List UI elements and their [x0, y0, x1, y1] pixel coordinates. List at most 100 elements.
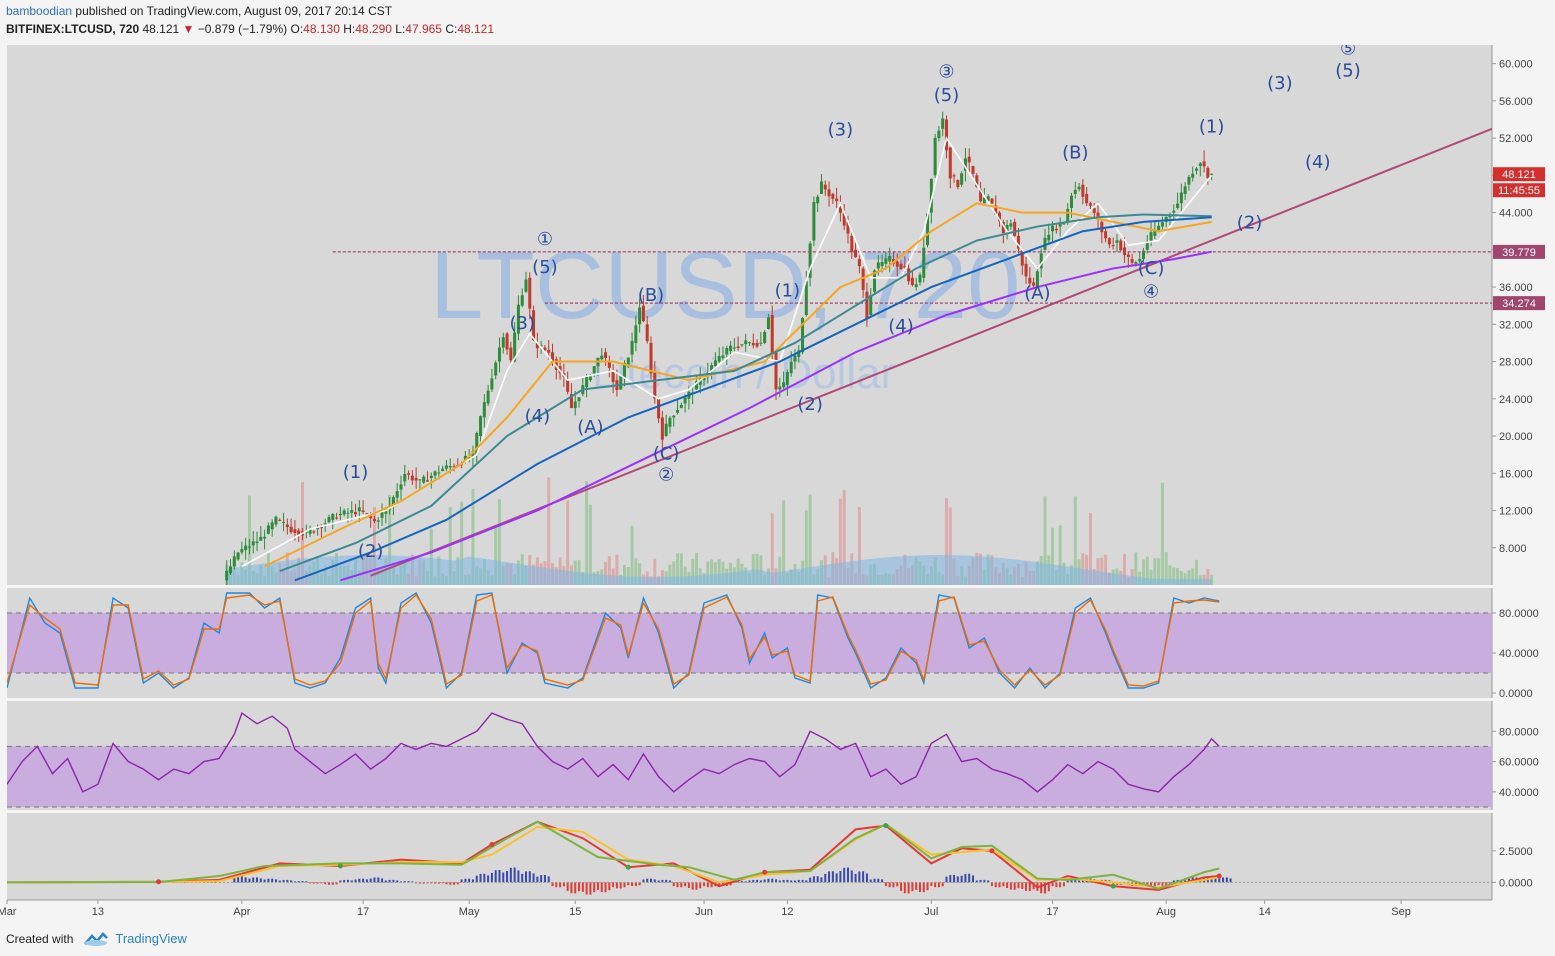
close-label: C:: [445, 22, 458, 36]
macd-histogram-bar: [335, 882, 338, 885]
volume-bar: [808, 494, 812, 585]
macd-histogram-bar: [1006, 882, 1009, 889]
price-plot: (1)(2)(3)(4)①(5)(A)(B)(C)②(1)(2)(3)(4)③(…: [225, 45, 1492, 585]
macd-histogram-bar: [460, 879, 463, 883]
macd-histogram-bar: [441, 882, 444, 884]
macd-histogram-bar: [1021, 882, 1024, 889]
macd-histogram-bar: [737, 881, 740, 883]
candle-body: [657, 398, 661, 419]
macd-series-2: [7, 820, 1220, 890]
countdown-tag-bg: [1493, 183, 1545, 198]
candle-body: [952, 175, 956, 177]
xtick-label: Apr: [233, 906, 250, 918]
wave-label: (5): [532, 257, 558, 278]
volume-bar: [1123, 553, 1127, 585]
candle-body: [1104, 231, 1108, 239]
price-panel-ytick-label: 16.000: [1499, 468, 1533, 480]
macd-histogram-bar: [559, 882, 562, 888]
xtick-label: 14: [1259, 906, 1271, 918]
candle-body: [365, 513, 369, 515]
macd-panel-ytick-label: 0.0000: [1499, 877, 1533, 889]
candle-body: [649, 342, 653, 374]
stochastic-panel-ytick-label: 80.0000: [1499, 608, 1539, 620]
price-panel-ytick-label: 44.000: [1499, 208, 1533, 220]
macd-histogram-bar: [756, 879, 759, 883]
macd-histogram-bar: [437, 882, 440, 884]
candle-body: [407, 473, 411, 475]
volume-bar: [566, 500, 570, 585]
candle-body: [1020, 249, 1024, 266]
macd-histogram-bar: [259, 878, 262, 883]
candle-body: [372, 518, 376, 522]
macd-histogram-bar: [585, 882, 588, 895]
volume-bar: [1104, 554, 1108, 585]
macd-histogram-bar: [1165, 882, 1168, 887]
candle-body: [497, 347, 501, 362]
candle-body: [831, 193, 835, 199]
macd-histogram-bar: [358, 878, 361, 883]
macd-histogram-bar: [1002, 882, 1005, 887]
macd-histogram-bar: [282, 879, 285, 883]
macd-histogram-bar: [498, 870, 501, 883]
candle-body: [1195, 168, 1199, 171]
macd-histogram-bar: [672, 882, 675, 887]
price-panel-ytick-label: 60.000: [1499, 59, 1533, 71]
candle-body: [998, 212, 1002, 222]
candle-body: [713, 360, 717, 367]
candle-body: [323, 523, 327, 525]
wave-label: (B): [1062, 143, 1088, 164]
candle-body: [971, 166, 975, 174]
candle-body: [1172, 210, 1176, 213]
macd-histogram-bar: [1009, 882, 1012, 890]
candle-body: [354, 512, 358, 515]
candle-body: [577, 397, 581, 402]
macd-histogram-bar: [922, 882, 925, 893]
volume-bar: [948, 507, 952, 585]
candle-body: [1100, 221, 1104, 233]
wave-label: ④: [1143, 281, 1159, 302]
price-panel-ytick-label: 8.000: [1499, 543, 1527, 555]
candle-body: [922, 247, 926, 278]
tradingview-link[interactable]: TradingView: [115, 931, 187, 946]
macd-histogram-bar: [1229, 878, 1232, 883]
candle-body: [797, 350, 801, 357]
volume-bar: [1145, 556, 1149, 585]
candle-body: [270, 522, 274, 530]
macd-histogram-bar: [377, 877, 380, 883]
macd-histogram-bar: [1055, 882, 1058, 888]
candle-body: [425, 480, 429, 482]
macd-histogram-bar: [661, 879, 664, 883]
candle-body: [1058, 223, 1062, 227]
level1-tag-bg: [1493, 244, 1545, 259]
volume-bar: [694, 552, 698, 585]
macd-histogram-bar: [388, 879, 391, 883]
macd-histogram-bar: [524, 871, 527, 883]
macd-cross-dot: [762, 869, 768, 875]
volume-bar: [604, 562, 608, 585]
stochastic-panel-axis-bg: [1492, 588, 1555, 698]
macd-histogram-bar: [926, 882, 929, 891]
moving-average-blue_ma: [294, 216, 1212, 582]
candle-body: [251, 541, 255, 546]
author-link[interactable]: bamboodian: [6, 4, 73, 18]
macd-histogram-bar: [680, 882, 683, 888]
candle-body: [486, 390, 490, 404]
macd-histogram-bar: [468, 878, 471, 883]
macd-histogram-bar: [339, 880, 342, 883]
wave-label: ③: [938, 62, 954, 83]
candle-body: [475, 432, 479, 455]
candle-body: [638, 307, 642, 325]
candle-body: [361, 510, 365, 512]
candle-body: [494, 362, 498, 376]
macd-histogram-bar: [900, 882, 903, 891]
level1-tag: 39.779: [1502, 247, 1536, 259]
macd-histogram-bar: [479, 873, 482, 883]
candle-body: [444, 465, 448, 469]
macd-cross-dot: [337, 863, 343, 869]
macd-histogram-bar: [574, 882, 577, 894]
macd-histogram-bar: [1218, 878, 1221, 883]
wave-label: ①: [537, 229, 553, 250]
candle-body: [967, 156, 971, 163]
candle-body: [979, 189, 983, 202]
